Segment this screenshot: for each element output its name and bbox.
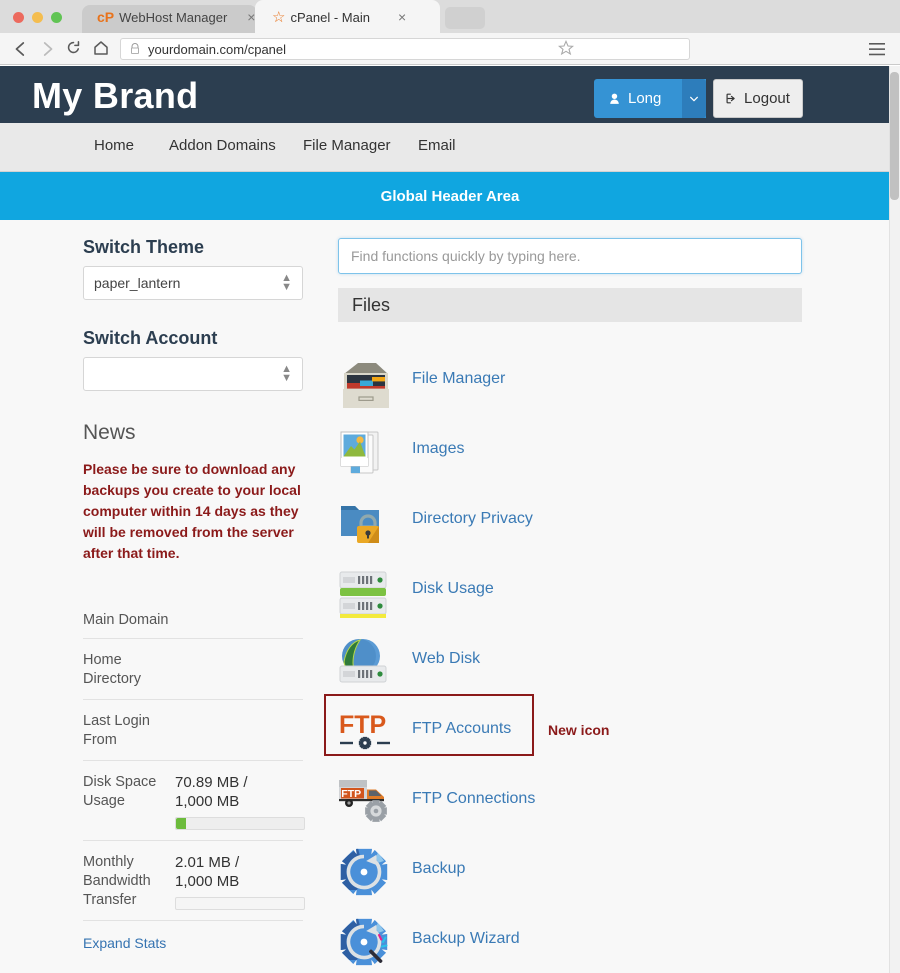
svg-text:FTP: FTP [341,788,361,800]
svg-text:FTP: FTP [339,711,386,739]
